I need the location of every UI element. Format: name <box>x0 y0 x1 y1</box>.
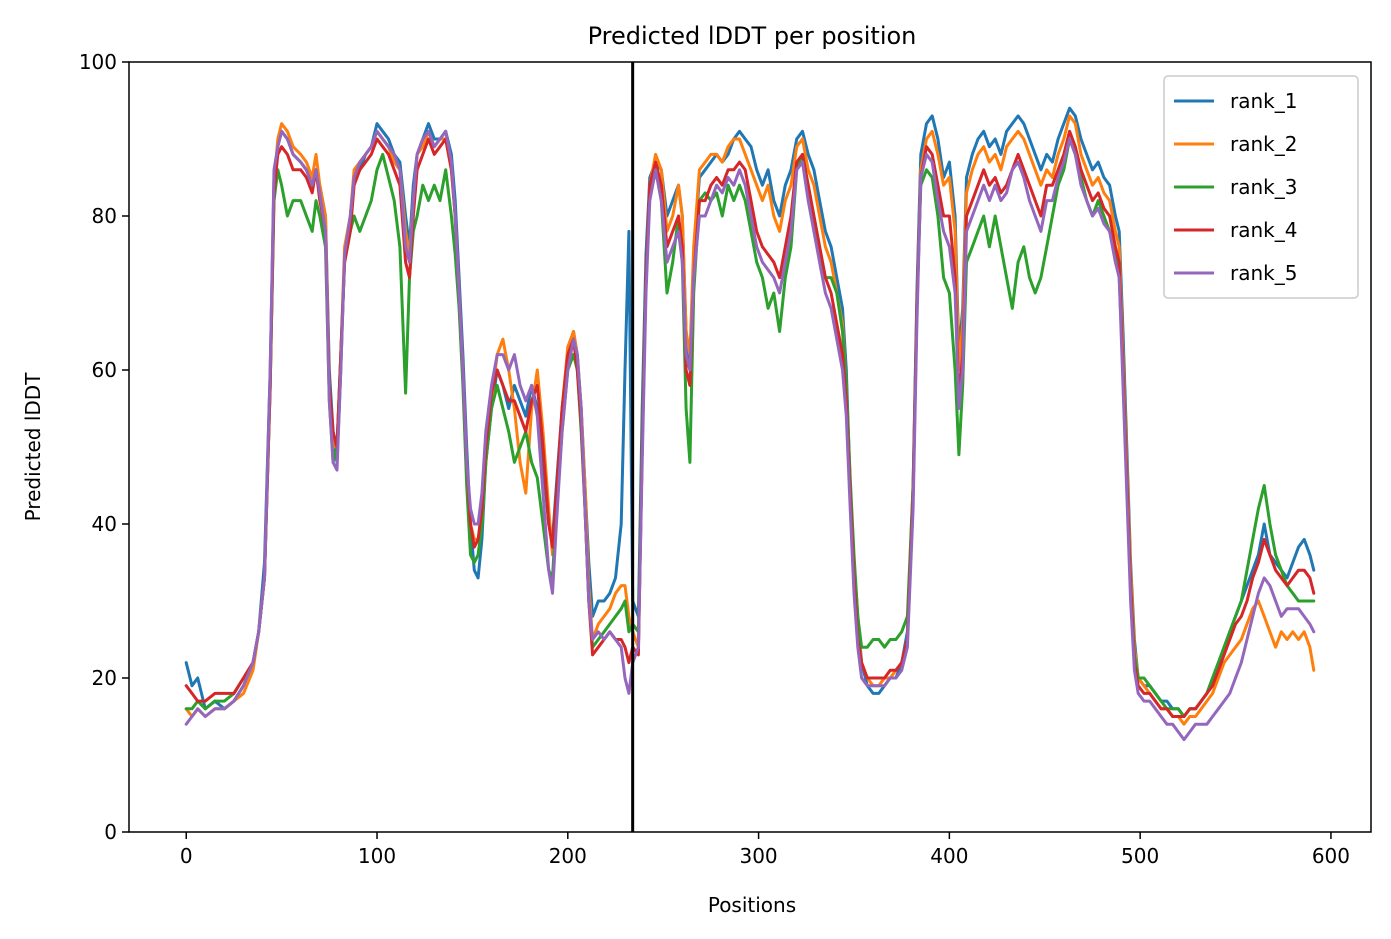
series-line-rank_5 <box>184 129 1316 742</box>
plot-frame <box>128 61 1372 833</box>
y-tick-label: 0 <box>104 820 117 844</box>
x-tick-label: 300 <box>739 844 777 868</box>
chart-title: Predicted lDDT per position <box>588 22 917 50</box>
y-tick-label: 100 <box>79 50 117 74</box>
legend-label-rank_1: rank_1 <box>1230 89 1297 113</box>
y-tick-label: 80 <box>92 204 117 228</box>
legend-label-rank_4: rank_4 <box>1230 218 1297 242</box>
x-tick-label: 200 <box>549 844 587 868</box>
x-axis-ticks: 0 100 200 300 400 500 600 <box>180 832 1350 868</box>
legend-label-rank_3: rank_3 <box>1230 175 1297 199</box>
y-axis-ticks: 0 20 40 60 80 100 <box>79 50 129 844</box>
x-tick-label: 600 <box>1312 844 1350 868</box>
x-tick-label: 100 <box>358 844 396 868</box>
x-tick-label: 400 <box>930 844 968 868</box>
series-layer <box>184 106 1316 742</box>
x-tick-label: 0 <box>180 844 193 868</box>
y-tick-label: 60 <box>92 358 117 382</box>
legend: rank_1 rank_2 rank_3 rank_4 rank_5 <box>1163 75 1359 299</box>
x-axis-title: Positions <box>708 893 796 917</box>
legend-box <box>1163 75 1359 299</box>
y-tick-label: 20 <box>92 666 117 690</box>
legend-label-rank_2: rank_2 <box>1230 132 1297 156</box>
y-tick-label: 40 <box>92 512 117 536</box>
legend-label-rank_5: rank_5 <box>1230 261 1297 285</box>
x-tick-label: 500 <box>1121 844 1159 868</box>
y-axis-title: Predicted lDDT <box>21 372 45 522</box>
